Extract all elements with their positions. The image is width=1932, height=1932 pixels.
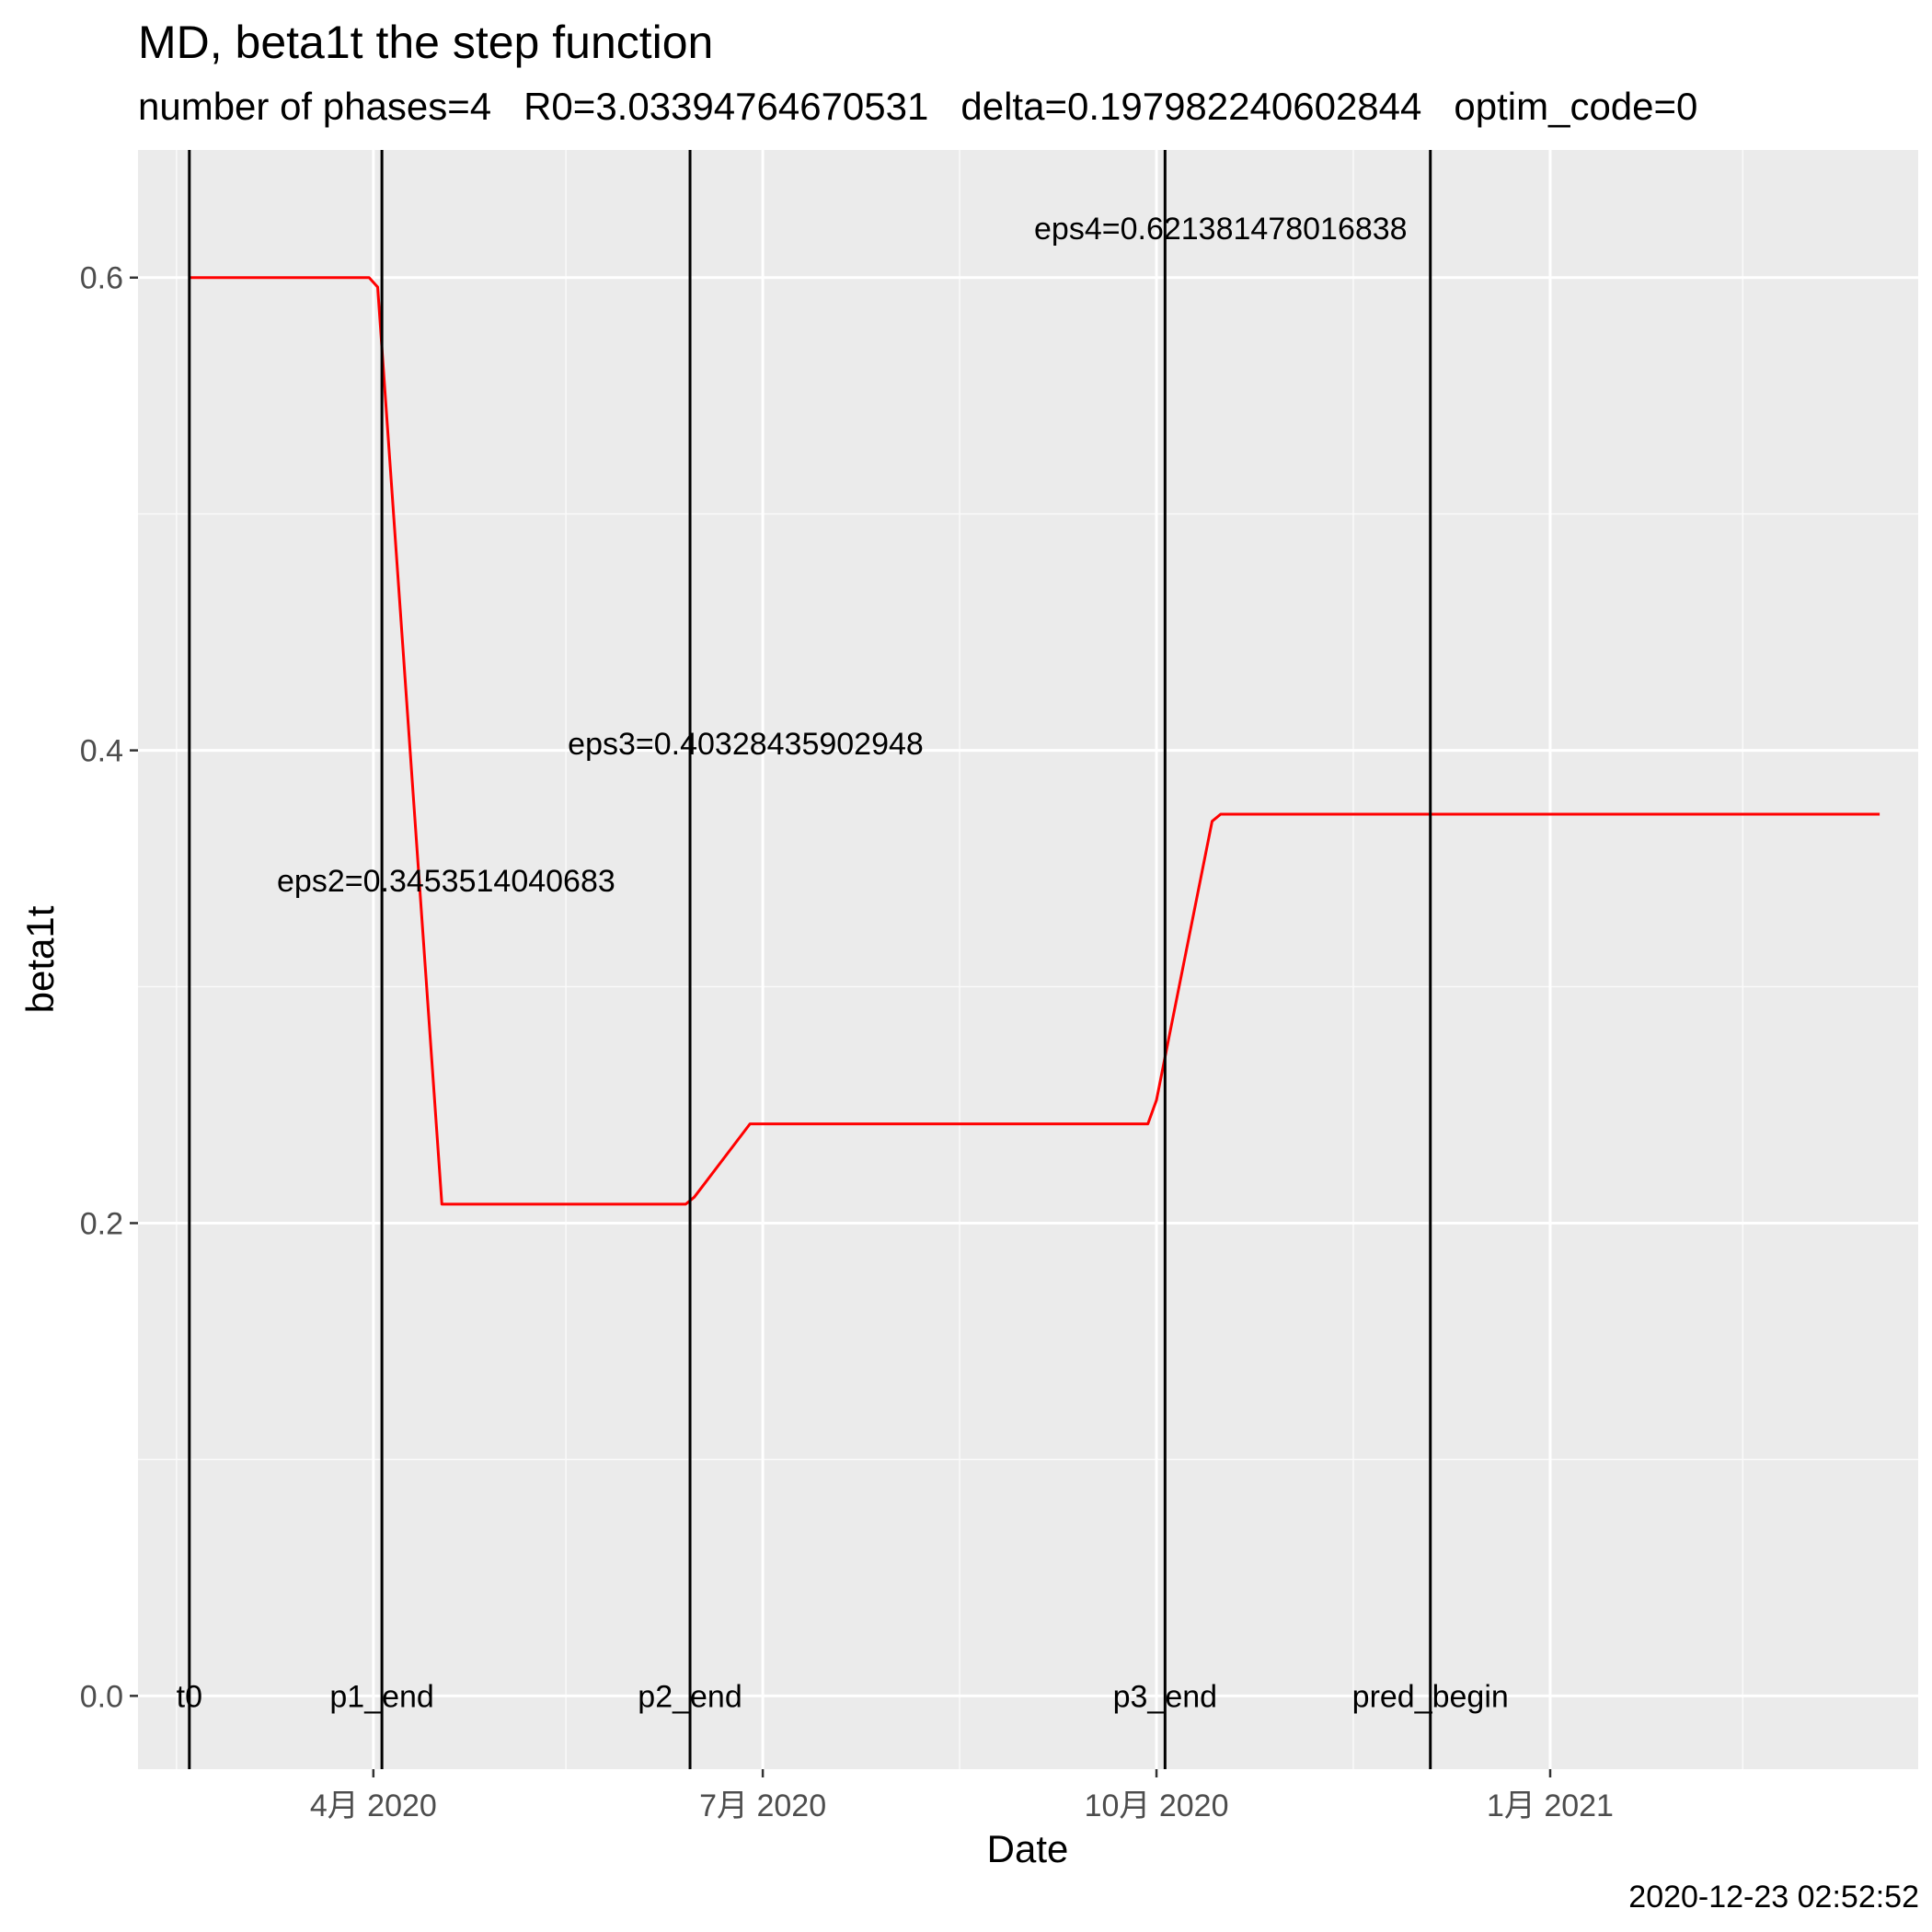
phase-label: pred_begin <box>1352 1679 1509 1714</box>
eps-annotation: eps2=0.3453514040683 <box>277 864 615 899</box>
eps-annotation: eps3=0.40328435902948 <box>568 727 924 762</box>
annotation-layer: eps2=0.3453514040683 eps3=0.4032843590294… <box>277 212 1408 899</box>
chart-title: MD, beta1t the step function <box>138 17 714 68</box>
chart-subtitle: number of phases=4 R0=3.03394764670531 d… <box>138 85 1698 128</box>
y-tick-label: 0.6 <box>80 261 123 296</box>
y-tick-label: 0.2 <box>80 1206 123 1241</box>
phase-label: p2_end <box>638 1679 742 1714</box>
vline-layer: t0 p1_end p2_end p3_end pred_begin <box>177 150 1509 1769</box>
grid-minor <box>138 150 1918 1769</box>
axis-layer: 4月 2020 7月 2020 10月 2020 1月 2021 0.0 0.2 0.4 0.… <box>80 261 1614 1823</box>
x-tick-label: 1月 2021 <box>1487 1788 1614 1823</box>
x-tick-label: 4月 2020 <box>310 1788 437 1823</box>
series-layer <box>189 276 1880 1206</box>
y-tick-label: 0.0 <box>80 1679 123 1714</box>
plot-panel <box>138 150 1918 1769</box>
phase-label: p3_end <box>1113 1679 1217 1714</box>
y-tick-label: 0.4 <box>80 734 123 769</box>
eps-annotation: eps4=0.621381478016838 <box>1034 212 1408 247</box>
phase-label: p1_end <box>329 1679 433 1714</box>
grid-major <box>138 150 1918 1769</box>
x-tick-label: 10月 2020 <box>1085 1788 1229 1823</box>
y-axis-title: beta1t <box>18 905 62 1013</box>
timestamp-caption: 2020-12-23 02:52:52 <box>1628 1880 1919 1915</box>
x-axis-title: Date <box>987 1827 1069 1870</box>
phase-label: t0 <box>177 1679 202 1714</box>
beta1t-line <box>189 276 1880 1206</box>
x-tick-label: 7月 2020 <box>699 1788 826 1823</box>
